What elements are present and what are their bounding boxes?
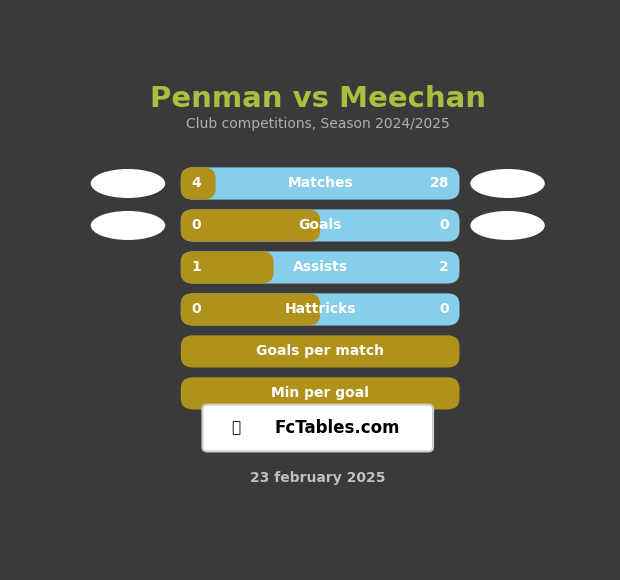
- FancyBboxPatch shape: [181, 293, 320, 325]
- Text: 0: 0: [192, 302, 201, 317]
- Text: 0: 0: [440, 302, 449, 317]
- FancyBboxPatch shape: [181, 293, 459, 325]
- Text: 1: 1: [192, 260, 201, 274]
- Text: Matches: Matches: [287, 176, 353, 190]
- Text: 📊: 📊: [231, 420, 241, 436]
- Text: Goals per match: Goals per match: [256, 345, 384, 358]
- FancyBboxPatch shape: [181, 251, 273, 284]
- Text: Hattricks: Hattricks: [285, 302, 356, 317]
- Ellipse shape: [471, 169, 545, 198]
- Text: Club competitions, Season 2024/2025: Club competitions, Season 2024/2025: [186, 117, 450, 131]
- FancyBboxPatch shape: [181, 168, 216, 200]
- Text: Penman vs Meechan: Penman vs Meechan: [150, 85, 485, 113]
- FancyBboxPatch shape: [181, 335, 459, 368]
- Ellipse shape: [91, 169, 165, 198]
- FancyBboxPatch shape: [181, 209, 459, 241]
- Text: 4: 4: [192, 176, 201, 190]
- Text: Min per goal: Min per goal: [271, 386, 369, 400]
- Text: 28: 28: [430, 176, 449, 190]
- FancyBboxPatch shape: [181, 209, 320, 241]
- Text: FcTables.com: FcTables.com: [275, 419, 400, 437]
- FancyBboxPatch shape: [202, 405, 433, 451]
- FancyBboxPatch shape: [181, 251, 459, 284]
- Text: 0: 0: [440, 219, 449, 233]
- FancyBboxPatch shape: [181, 378, 459, 409]
- Text: 2: 2: [439, 260, 449, 274]
- Ellipse shape: [471, 211, 545, 240]
- Text: Assists: Assists: [293, 260, 348, 274]
- Text: 0: 0: [192, 219, 201, 233]
- Text: 23 february 2025: 23 february 2025: [250, 471, 386, 485]
- Text: Goals: Goals: [298, 219, 342, 233]
- Ellipse shape: [91, 211, 165, 240]
- FancyBboxPatch shape: [181, 168, 459, 200]
